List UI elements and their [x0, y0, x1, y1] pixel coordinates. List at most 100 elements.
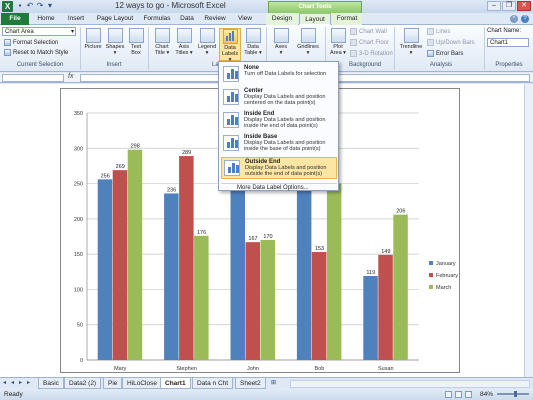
chart-title-button[interactable]: Chart Title ▾ [152, 28, 172, 56]
chart-floor-button[interactable]: Chart Floor [350, 39, 389, 46]
zoom-slider-knob[interactable] [514, 391, 517, 397]
error-bars-button[interactable]: Error Bars [427, 50, 463, 57]
data-labels-center-icon [223, 89, 239, 105]
more-data-label-options[interactable]: More Data Label Options... [221, 183, 337, 191]
chart-wall-button[interactable]: Chart Wall [350, 28, 387, 35]
shapes-button[interactable]: Shapes ▾ [104, 28, 126, 56]
up-down-bars-button[interactable]: Up/Down Bars [427, 39, 475, 46]
menu-item-center[interactable]: Center Display Data Labels and position … [221, 87, 337, 109]
normal-view-icon[interactable] [445, 391, 452, 398]
picture-button[interactable]: Picture [83, 28, 103, 50]
plot-area-button[interactable]: Plot Area ▾ [328, 28, 348, 56]
data-label: 176 [197, 230, 206, 236]
group-label-properties: Properties [495, 62, 523, 68]
page-break-view-icon[interactable] [465, 391, 472, 398]
data-label: 149 [381, 249, 390, 255]
bar [311, 252, 327, 360]
bar [127, 149, 143, 360]
reset-to-match-style-button[interactable]: Reset to Match Style [4, 49, 68, 56]
title-bar: X ▪ ↶ ↷ ▾ 12 ways to go - Microsoft Exce… [0, 0, 533, 13]
sheet-tab-chart1[interactable]: Chart1 [160, 378, 191, 389]
data-label: 269 [116, 164, 125, 170]
chart-floor-icon [350, 39, 357, 46]
prev-sheet-icon[interactable]: ◂ [11, 380, 15, 386]
tab-format[interactable]: Format [332, 13, 362, 25]
insert-function-icon[interactable]: fx [68, 73, 74, 80]
help-icon[interactable]: ? [521, 15, 529, 23]
tab-insert[interactable]: Insert [67, 15, 85, 22]
sheet-tab-pie[interactable]: Pie [103, 378, 123, 389]
sheet-tab-sheet2[interactable]: Sheet2 [235, 378, 266, 389]
name-box[interactable] [2, 74, 64, 82]
data-table-button[interactable]: Data Table ▾ [243, 28, 263, 56]
tab-layout[interactable]: Layout [299, 13, 331, 25]
axes-button[interactable]: Axes ▾ [270, 28, 292, 56]
insert-sheet-icon[interactable]: ⊞ [271, 380, 277, 386]
minimize-ribbon-icon[interactable]: ^ [510, 15, 518, 23]
data-labels-button[interactable]: Data Labels ▾ [219, 28, 241, 63]
next-sheet-icon[interactable]: ▸ [19, 380, 23, 386]
legend-swatch [429, 285, 433, 289]
chart-area[interactable]: 0 50 100 150 200 250 300 350 256 269 298 Mary 236 289… [60, 88, 460, 373]
data-label: 256 [101, 173, 110, 179]
horizontal-scrollbar[interactable] [290, 380, 530, 388]
axes-icon [273, 28, 289, 43]
sheet-tab-data-n-cht[interactable]: Data n Cht [192, 378, 234, 389]
tab-file[interactable]: File [1, 13, 29, 25]
tab-view[interactable]: View [238, 15, 252, 22]
page-layout-view-icon[interactable] [455, 391, 462, 398]
lines-icon [427, 28, 434, 35]
vertical-scrollbar[interactable] [524, 84, 533, 377]
tab-design[interactable]: Design [266, 13, 298, 25]
redo-icon[interactable]: ↷ [36, 1, 44, 10]
chart-svg: 0 50 100 150 200 250 300 350 256 269 298 Mary 236 289… [74, 111, 458, 372]
menu-item-inside-base[interactable]: Inside Base Display Data Labels and posi… [221, 133, 337, 155]
trendline-icon [403, 28, 419, 43]
tab-page-layout[interactable]: Page Layout [96, 15, 134, 22]
restore-button[interactable]: ❐ [502, 1, 516, 11]
zoom-slider[interactable] [497, 393, 529, 395]
minimize-button[interactable]: – [487, 1, 501, 11]
legend-entry: February [436, 273, 458, 279]
sheet-tab-hiloclose[interactable]: HiLoClose [122, 378, 162, 389]
category-label: John [247, 366, 259, 372]
data-labels-inside-end-icon [223, 112, 239, 128]
data-labels-none-icon [223, 66, 239, 82]
menu-item-outside-end[interactable]: Outside End Display Data Labels and posi… [221, 157, 337, 179]
first-sheet-icon[interactable]: ◂ [3, 380, 7, 386]
bar [245, 242, 260, 360]
chart-name-input[interactable]: Chart1 [487, 38, 529, 47]
menu-item-none[interactable]: None Turn off Data Labels for selection [221, 64, 337, 86]
close-icon: ✕ [521, 2, 527, 9]
chart-element-dropdown[interactable]: Chart Area [2, 27, 76, 36]
tab-data[interactable]: Data [180, 15, 194, 22]
excel-logo-icon[interactable]: X [2, 1, 13, 12]
gridlines-button[interactable]: Gridlines ▾ [294, 28, 322, 56]
sheet-tab-basic[interactable]: Basic [38, 378, 64, 389]
legend-button[interactable]: Legend ▾ [196, 28, 218, 56]
customize-qat-icon[interactable]: ▾ [47, 1, 52, 10]
undo-icon[interactable]: ↶ [26, 1, 34, 10]
3d-rotation-button[interactable]: 3-D Rotation [350, 50, 393, 57]
bar [296, 148, 312, 360]
lines-button[interactable]: Lines [427, 28, 450, 35]
text-box-button[interactable]: Text Box [127, 28, 145, 56]
restore-icon: ❐ [505, 2, 513, 9]
category-label: Susan [378, 366, 394, 372]
trendline-button[interactable]: Trendline ▾ [397, 28, 425, 56]
axis-titles-button[interactable]: Axis Titles ▾ [174, 28, 194, 56]
chart-name-label: Chart Name: [487, 28, 522, 34]
last-sheet-icon[interactable]: ▸ [27, 380, 31, 386]
save-icon[interactable]: ▪ [18, 1, 22, 10]
tab-review[interactable]: Review [204, 15, 226, 22]
close-button[interactable]: ✕ [517, 1, 531, 11]
sheet-tab-data2[interactable]: Data2 (2) [64, 378, 102, 389]
tab-home[interactable]: Home [37, 15, 55, 22]
group-label-analysis: Analysis [429, 62, 453, 68]
menu-item-inside-end[interactable]: Inside End Display Data Labels and posit… [221, 110, 337, 132]
bar [230, 148, 245, 360]
tab-formulas[interactable]: Formulas [143, 15, 171, 22]
zoom-level[interactable]: 84% [479, 391, 493, 398]
bar [194, 235, 209, 360]
format-selection-button[interactable]: Format Selection [4, 39, 58, 46]
